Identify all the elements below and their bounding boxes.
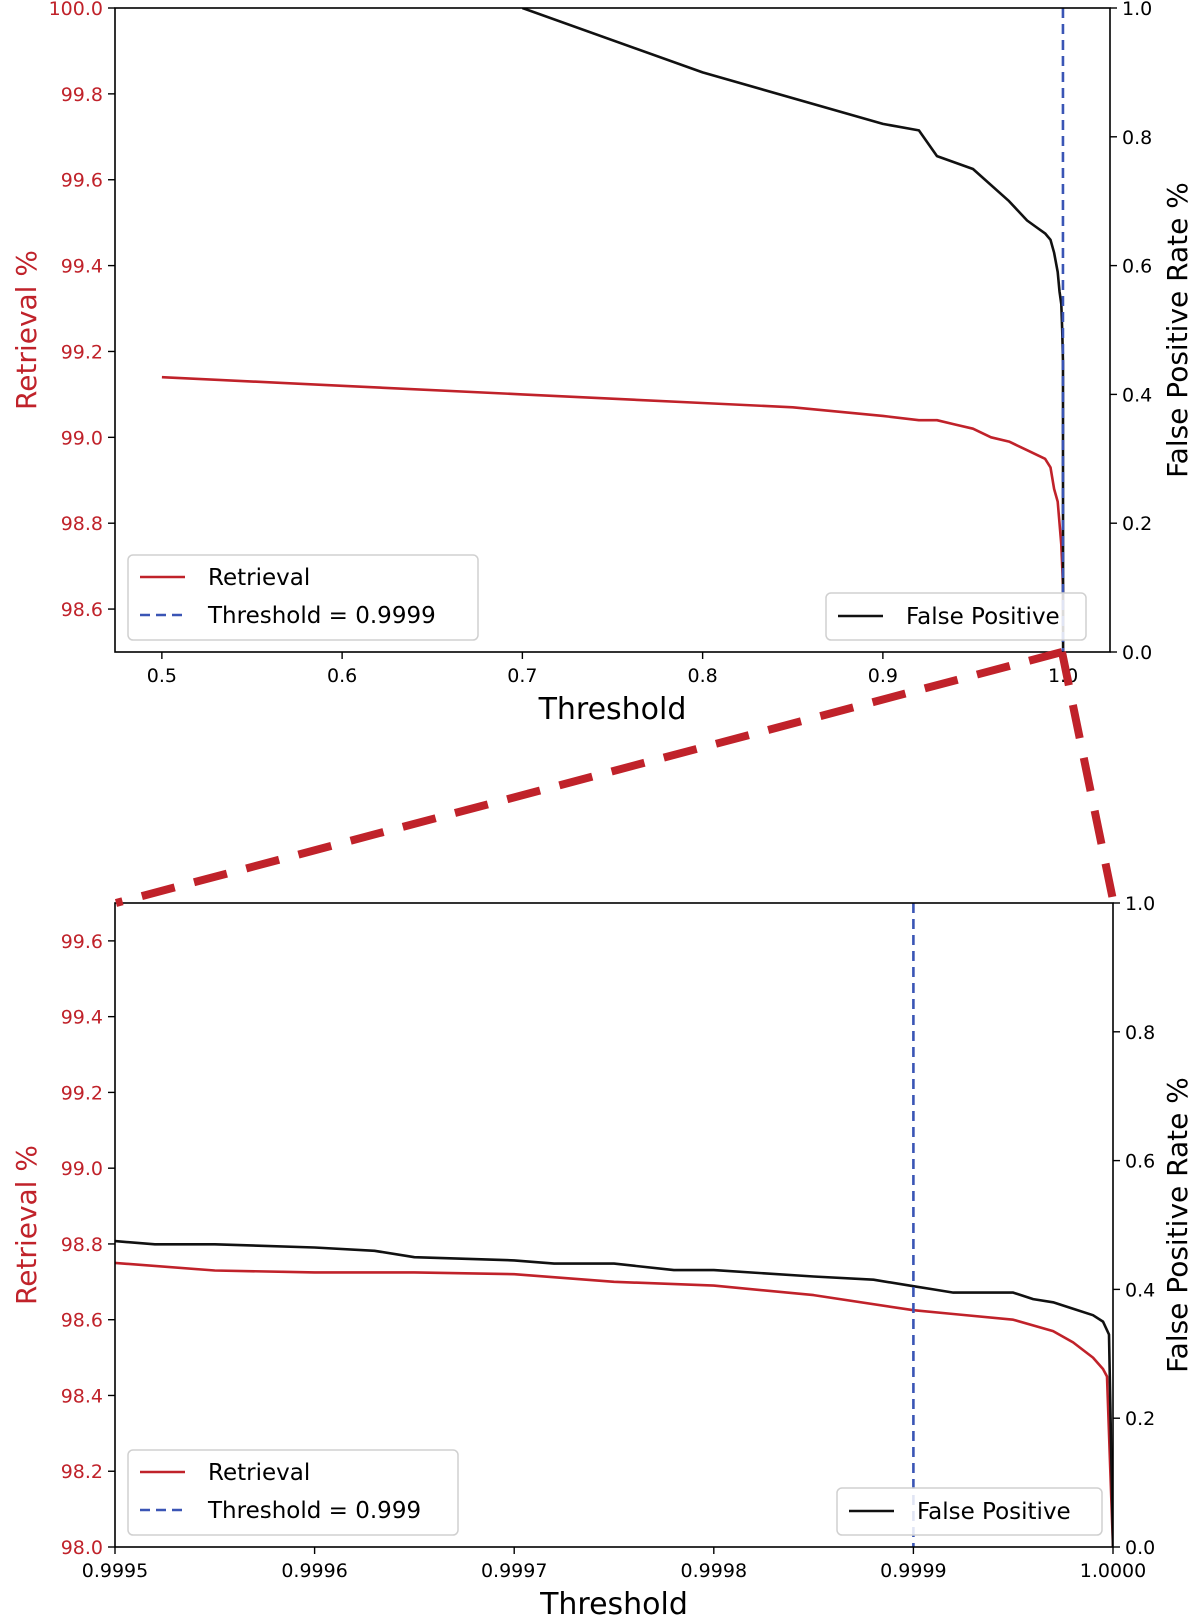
y-left-axis-label: Retrieval % <box>10 1145 43 1305</box>
zoom-connector-right <box>1058 651 1117 901</box>
plot-frame <box>114 902 1114 1548</box>
y-right-tick-label: 0.6 <box>1122 256 1152 278</box>
y-right-tick-label: 0.8 <box>1125 1022 1155 1044</box>
y-left-axis-label: Retrieval % <box>10 250 43 410</box>
y-right-tick-label: 0.8 <box>1122 127 1152 149</box>
legend-label-threshold: Threshold = 0.999 <box>207 1498 421 1524</box>
x-tick-label: 0.9998 <box>681 1560 747 1582</box>
series-line-retrieval <box>161 375 1065 631</box>
y-right-axis-label: False Positive Rate % <box>1161 1077 1194 1373</box>
y-right-axis-label: False Positive Rate % <box>1161 182 1194 478</box>
y-right-tick-label: 0.0 <box>1122 642 1152 664</box>
x-axis-label: Threshold <box>539 1587 688 1617</box>
y-left-tick-label: 98.8 <box>61 1234 103 1256</box>
legend-right: False Positive <box>836 1487 1103 1536</box>
series-line-false-positive <box>115 1239 1113 1547</box>
x-tick-label: 0.7 <box>507 665 537 687</box>
legend-box <box>127 554 479 641</box>
x-tick-label: 0.9995 <box>82 1560 148 1582</box>
x-tick-label: 0.9999 <box>880 1560 946 1582</box>
legend-label-retrieval: Retrieval <box>208 565 310 591</box>
legend-box <box>836 1487 1103 1536</box>
zoom-connector-left <box>114 648 1064 907</box>
legend-left: Retrieval Threshold = 0.999 <box>127 1449 459 1536</box>
y-right-tick-label: 1.0 <box>1122 0 1152 20</box>
y-left-tick-label: 99.4 <box>61 1007 103 1029</box>
x-tick-label: 0.6 <box>327 665 357 687</box>
y-left-tick-label: 99.2 <box>61 1082 103 1104</box>
y-right-tick-label: 0.2 <box>1122 513 1152 535</box>
y-right-tick-label: 1.0 <box>1125 893 1155 915</box>
x-axis-label: Threshold <box>538 692 687 727</box>
legend-label-retrieval: Retrieval <box>208 1460 310 1486</box>
x-tick-label: 0.9 <box>868 665 898 687</box>
legend-label-threshold: Threshold = 0.9999 <box>207 603 436 629</box>
y-left-tick-label: 99.6 <box>61 931 103 953</box>
legend-label-false-positive: False Positive <box>906 604 1060 630</box>
y-left-tick-label: 99.6 <box>61 170 103 192</box>
x-tick-label: 0.8 <box>688 665 718 687</box>
y-left-tick-label: 98.2 <box>61 1461 103 1483</box>
y-left-tick-label: 98.6 <box>61 599 103 621</box>
y-left-tick-label: 99.2 <box>61 341 103 363</box>
x-tick-label: 0.9997 <box>481 1560 547 1582</box>
y-left-tick-label: 99.8 <box>61 84 103 106</box>
y-right-tick-label: 0.2 <box>1125 1408 1155 1430</box>
y-right-tick-label: 0.4 <box>1125 1279 1155 1301</box>
chart-panel-top: 0.5 0.6 0.7 0.8 0.9 1.0 98.6 98.8 99.0 99.2 99.4 99… <box>10 0 1194 727</box>
plot-frame <box>114 7 1111 653</box>
y-left-tick-label: 98.0 <box>61 1537 103 1559</box>
legend-right: False Positive <box>825 592 1087 641</box>
legend-box <box>127 1449 459 1536</box>
y-left-tick-label: 98.8 <box>61 513 103 535</box>
legend-left: Retrieval Threshold = 0.9999 <box>127 554 479 641</box>
y-left-tick-label: 100.0 <box>49 0 103 20</box>
series-line-false-positive <box>521 8 1065 652</box>
x-tick-label: 0.9996 <box>281 1560 347 1582</box>
legend-box <box>825 592 1087 641</box>
y-right-tick-label: 0.4 <box>1122 384 1152 406</box>
x-tick-label: 1.0000 <box>1080 1560 1146 1582</box>
legend-label-false-positive: False Positive <box>917 1499 1071 1525</box>
y-right-tick-label: 0.0 <box>1125 1537 1155 1559</box>
y-left-tick-label: 98.4 <box>61 1385 103 1407</box>
y-left-tick-label: 98.6 <box>61 1310 103 1332</box>
y-left-tick-label: 99.0 <box>61 1158 103 1180</box>
x-tick-label: 0.5 <box>147 665 177 687</box>
y-right-tick-label: 0.6 <box>1125 1151 1155 1173</box>
chart-panel-bottom: 0.9995 0.9996 0.9997 0.9998 0.9999 1.0000 98.0… <box>10 893 1194 1617</box>
y-left-tick-label: 99.4 <box>61 256 103 278</box>
y-left-tick-label: 99.0 <box>61 427 103 449</box>
